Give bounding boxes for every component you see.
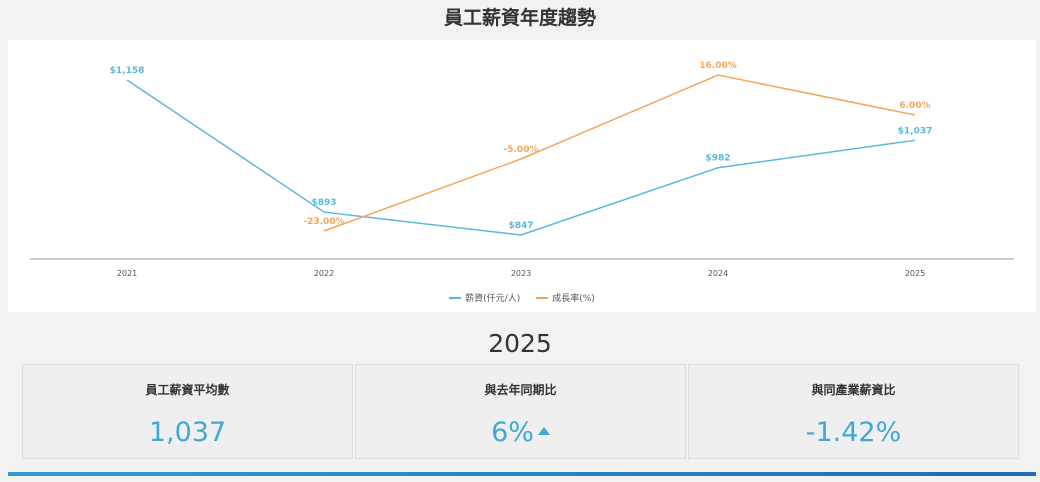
kpi-value-wrap: 6% xyxy=(356,415,685,451)
x-tick-label: 2022 xyxy=(314,269,334,278)
x-tick-label: 2024 xyxy=(708,269,728,278)
chart-card: 2021 2022 2023 2024 2025 $1,158 $893 $847 $982 $1… xyxy=(8,40,1036,312)
kpi-label: 與去年同期比 xyxy=(484,383,557,397)
legend-label-growth: 成長率(%) xyxy=(552,294,595,304)
kpi-card-industry-compare: 與同產業薪資比 -1.42% xyxy=(688,364,1019,459)
page-title: 員工薪資年度趨勢 xyxy=(443,7,596,29)
x-tick-label: 2023 xyxy=(511,269,531,278)
kpi-label: 員工薪資平均數 xyxy=(145,383,230,397)
data-label: $893 xyxy=(311,198,336,208)
series-line-0 xyxy=(126,79,916,236)
legend-swatch-growth xyxy=(536,296,549,299)
kpi-row: 員工薪資平均數 1,037 與去年同期比 6% 與同產業薪資比 -1.42% xyxy=(22,364,1019,459)
data-label: $847 xyxy=(508,221,533,231)
data-label: 16.00% xyxy=(699,61,737,71)
kpi-value: 6% xyxy=(491,417,534,448)
kpi-card-yoy: 與去年同期比 6% xyxy=(355,364,686,459)
legend-item-salary[interactable]: 薪資(仟元/人) xyxy=(449,291,520,304)
data-label: 6.00% xyxy=(899,101,930,111)
legend-item-growth[interactable]: 成長率(%) xyxy=(536,291,595,304)
line-chart: 2021 2022 2023 2024 2025 $1,158 $893 $847 $982 $1… xyxy=(30,61,1014,278)
trend-up-icon xyxy=(537,426,550,435)
data-label: $1,037 xyxy=(898,126,933,136)
data-label: $1,158 xyxy=(110,66,145,76)
series-line-1 xyxy=(323,74,916,232)
data-label: $982 xyxy=(705,154,730,164)
data-label: -5.00% xyxy=(504,145,539,155)
kpi-value: -1.42% xyxy=(805,417,902,448)
x-tick-label: 2025 xyxy=(905,269,925,278)
legend-swatch-salary xyxy=(449,296,462,299)
data-label: -23.00% xyxy=(303,217,344,227)
legend-label-salary: 薪資(仟元/人) xyxy=(465,294,521,304)
x-tick-label: 2021 xyxy=(117,269,137,278)
kpi-label: 與同產業薪資比 xyxy=(811,383,896,397)
bottom-accent-bar xyxy=(8,472,1036,476)
kpi-card-average-salary: 員工薪資平均數 1,037 xyxy=(22,364,353,459)
kpi-year-title: 2025 xyxy=(488,329,552,358)
chart-legend: 薪資(仟元/人) 成長率(%) xyxy=(8,291,1036,304)
kpi-value: 1,037 xyxy=(148,417,227,448)
